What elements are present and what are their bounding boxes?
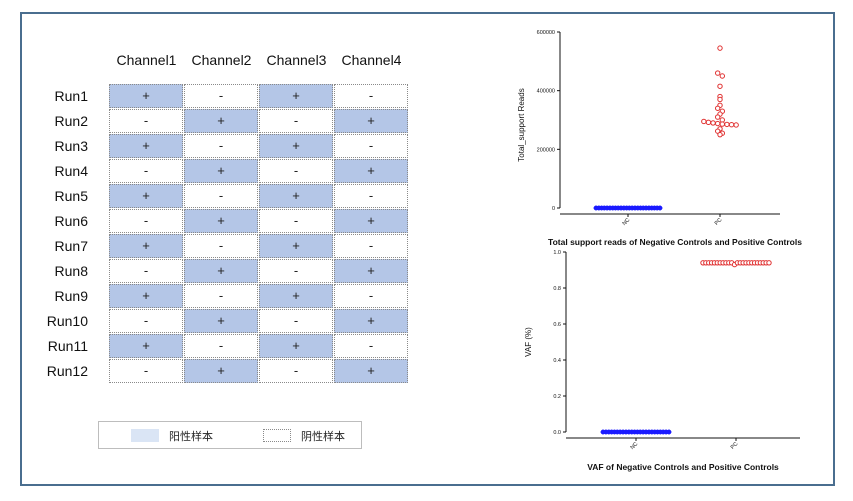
- table-cell: -: [334, 134, 408, 158]
- table-cell: -: [334, 334, 408, 358]
- table-cell: -: [184, 234, 258, 258]
- table-cell: -: [184, 284, 258, 308]
- row-label: Run4: [54, 163, 88, 179]
- table-cell: +: [184, 259, 258, 283]
- legend-swatch-negative: [263, 429, 291, 442]
- table-cell: -: [334, 284, 408, 308]
- table-cell: -: [109, 159, 183, 183]
- table-cell: +: [184, 359, 258, 383]
- row-label: Run8: [54, 263, 88, 279]
- table-cell: +: [259, 184, 333, 208]
- table-cell: +: [184, 209, 258, 233]
- table-cell: +: [259, 284, 333, 308]
- row-label: Run7: [54, 238, 88, 254]
- row-label: Run3: [54, 138, 88, 154]
- legend-label-positive: 阳性样本: [169, 430, 213, 443]
- table-cell: +: [109, 184, 183, 208]
- table-cell: -: [109, 109, 183, 133]
- table-cell: -: [259, 159, 333, 183]
- table-cell: -: [184, 84, 258, 108]
- table-cell: -: [334, 184, 408, 208]
- table-cell: +: [334, 209, 408, 233]
- row-label: Run11: [47, 338, 88, 354]
- table-cell: +: [334, 359, 408, 383]
- table-cell: +: [259, 334, 333, 358]
- column-header-2: Channel2: [191, 52, 252, 68]
- table-cell: +: [184, 159, 258, 183]
- table-cell: +: [259, 234, 333, 258]
- table-cell: -: [109, 359, 183, 383]
- row-label: Run2: [54, 113, 88, 129]
- row-label: Run12: [46, 363, 88, 379]
- table-cell: +: [109, 284, 183, 308]
- table-cell: +: [334, 309, 408, 333]
- table-cell: +: [334, 159, 408, 183]
- table-cell: +: [109, 234, 183, 258]
- column-header-1: Channel1: [116, 52, 177, 68]
- table-cell: -: [259, 209, 333, 233]
- table-cell: -: [184, 134, 258, 158]
- row-label: Run9: [54, 288, 88, 304]
- table-cell: +: [184, 109, 258, 133]
- table-cell: +: [109, 334, 183, 358]
- table-cell: +: [334, 259, 408, 283]
- table-cell: -: [109, 209, 183, 233]
- table-cell: -: [259, 259, 333, 283]
- legend-label-negative: 阴性样本: [301, 430, 345, 443]
- table-cell: -: [259, 109, 333, 133]
- table-cell: +: [334, 109, 408, 133]
- column-header-4: Channel4: [341, 52, 402, 68]
- table-cell: +: [109, 134, 183, 158]
- table-cell: +: [109, 84, 183, 108]
- column-header-3: Channel3: [266, 52, 327, 68]
- table-cell: +: [259, 84, 333, 108]
- table-cell: -: [334, 234, 408, 258]
- table-cell: -: [259, 359, 333, 383]
- legend: 阳性样本 阴性样本: [98, 421, 362, 449]
- table-cell: -: [184, 334, 258, 358]
- row-label: Run6: [54, 213, 88, 229]
- table-cell: +: [184, 309, 258, 333]
- table-cell: -: [184, 184, 258, 208]
- table-cell: -: [109, 259, 183, 283]
- table-cell: -: [109, 309, 183, 333]
- table-cell: +: [259, 134, 333, 158]
- table-cell: -: [334, 84, 408, 108]
- row-label: Run5: [54, 188, 88, 204]
- table-cell: -: [259, 309, 333, 333]
- row-label: Run1: [54, 88, 88, 104]
- legend-swatch-positive: [131, 429, 159, 442]
- row-label: Run10: [46, 313, 88, 329]
